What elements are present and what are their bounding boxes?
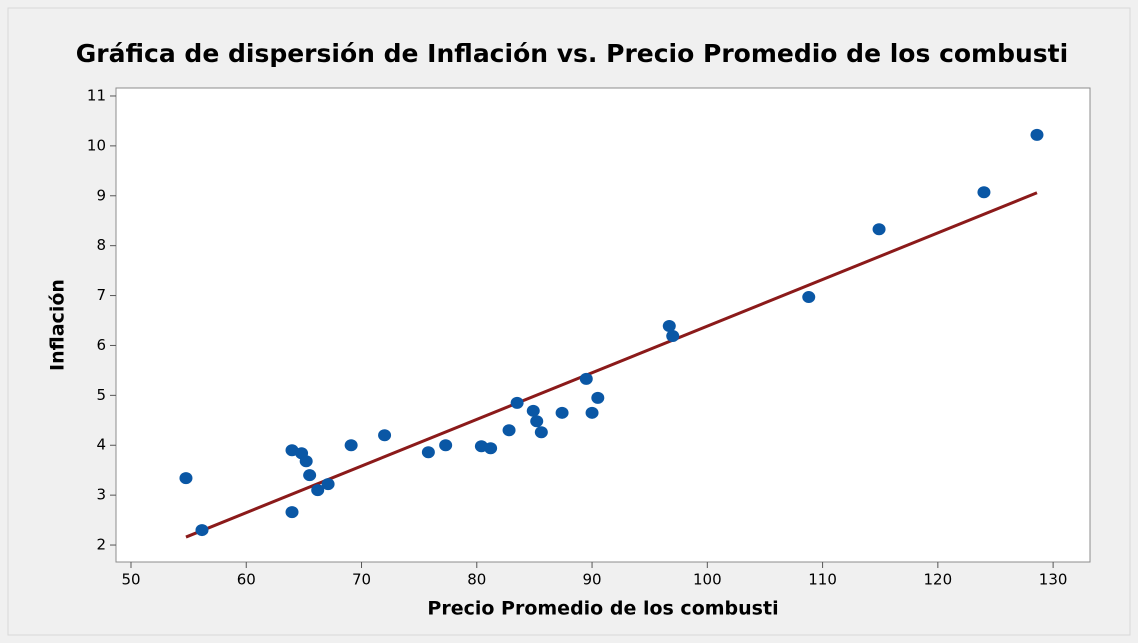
x-tick-label: 110 — [808, 571, 837, 589]
point — [299, 455, 313, 468]
point — [534, 426, 548, 439]
x-tick-label: 90 — [583, 571, 602, 589]
y-tick-label: 5 — [96, 386, 106, 404]
x-tick-label: 120 — [924, 571, 953, 589]
point — [484, 442, 498, 455]
x-tick-label: 70 — [352, 571, 371, 589]
y-axis-label: Inflación — [47, 279, 69, 371]
point — [421, 446, 435, 459]
point — [285, 506, 299, 519]
point — [510, 396, 524, 409]
point — [502, 424, 516, 437]
point — [802, 291, 816, 304]
point — [526, 404, 540, 417]
y-tick-label: 7 — [96, 286, 106, 304]
point — [555, 406, 569, 419]
point — [585, 406, 599, 419]
point — [591, 391, 605, 404]
y-tick-label: 3 — [96, 486, 106, 504]
x-tick-label: 100 — [693, 571, 722, 589]
x-tick-label: 80 — [467, 571, 486, 589]
y-tick-label: 2 — [96, 536, 106, 554]
point — [530, 415, 544, 428]
point — [662, 319, 676, 332]
y-tick-label: 11 — [87, 86, 106, 104]
point — [666, 329, 680, 342]
point — [579, 372, 593, 385]
point — [179, 472, 193, 485]
x-axis-label: Precio Promedio de los combusti — [427, 598, 778, 620]
point — [303, 469, 317, 482]
y-tick-label: 4 — [96, 436, 106, 454]
y-tick-label: 6 — [96, 336, 106, 354]
point — [311, 484, 325, 497]
point — [195, 524, 209, 537]
point — [1030, 128, 1044, 141]
x-tick-label: 60 — [237, 571, 256, 589]
point — [321, 478, 335, 491]
y-tick-label: 8 — [96, 236, 106, 254]
plot-area — [115, 87, 1091, 563]
y-tick-label: 10 — [87, 136, 106, 154]
y-tick-label: 9 — [96, 186, 106, 204]
point — [378, 429, 392, 442]
point — [439, 439, 453, 452]
point — [977, 186, 991, 199]
x-tick-label: 50 — [121, 571, 140, 589]
x-tick-label: 130 — [1039, 571, 1068, 589]
chart-title: Gráfica de dispersión de Inflación vs. P… — [76, 39, 1068, 68]
point — [344, 439, 358, 452]
point — [872, 223, 886, 236]
